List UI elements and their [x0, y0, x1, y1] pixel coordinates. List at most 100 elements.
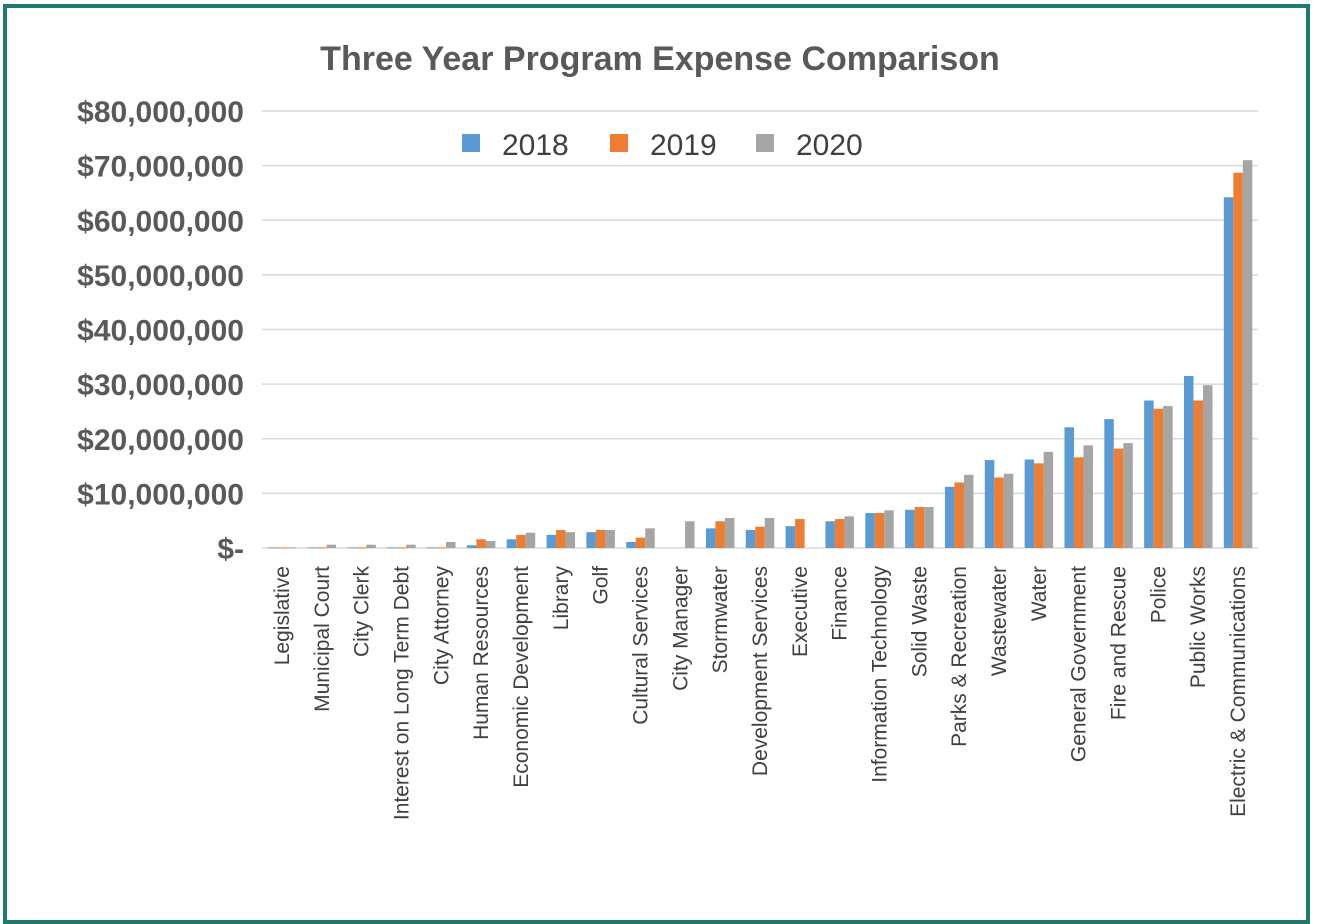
bar-2018	[347, 547, 357, 549]
bar-2019	[715, 521, 725, 548]
legend: 2018 2019 2020	[462, 129, 863, 162]
bar-2020	[1083, 445, 1093, 548]
legend-label: 2019	[650, 129, 717, 162]
bar-2020	[406, 544, 416, 548]
bar-2020	[605, 529, 615, 548]
x-tick-label: City Attorney	[430, 566, 453, 686]
bar-2018	[785, 526, 796, 548]
x-tick-label: Information Technology	[869, 566, 892, 783]
bar-2018	[825, 521, 835, 548]
bar-2020	[525, 532, 536, 548]
bar-2019	[755, 526, 765, 548]
bar-2020	[963, 474, 974, 548]
bar-2019	[396, 547, 407, 549]
bar-2019	[994, 477, 1004, 548]
bar-2018	[1104, 419, 1114, 548]
bar-2020	[446, 541, 456, 548]
bar-2019	[556, 529, 566, 548]
bar-2019	[635, 537, 646, 548]
x-tick-label: Library	[550, 566, 573, 631]
bar-2020	[286, 547, 297, 549]
x-tick-label: Stormwater	[709, 566, 732, 673]
bar-2020	[685, 521, 695, 548]
bar-2019	[595, 529, 606, 548]
y-tick-label: $70,000,000	[77, 151, 244, 184]
legend-swatch-2019	[610, 134, 628, 152]
x-tick-label: Water	[1028, 566, 1051, 621]
x-tick-label: Solid Waste	[908, 566, 931, 677]
bar-2020	[1242, 160, 1253, 548]
bar-2018	[387, 547, 397, 549]
y-tick-label: $30,000,000	[77, 369, 244, 402]
x-tick-label: Wastewater	[988, 566, 1011, 676]
x-tick-label: Development Services	[749, 566, 772, 776]
bar-2018	[427, 547, 437, 549]
bar-2019	[317, 547, 327, 549]
bar-2020	[844, 516, 854, 548]
x-tick-label: Human Resources	[470, 566, 493, 740]
bar-2018	[1223, 197, 1234, 548]
bar-2019	[1073, 457, 1084, 548]
bar-2019	[1193, 400, 1203, 548]
bar-2019	[1153, 408, 1164, 548]
bar-2019	[795, 519, 805, 548]
bar-2018	[745, 529, 756, 548]
bar-2018	[267, 547, 278, 549]
y-tick-label: $40,000,000	[77, 315, 244, 348]
bar-2019	[1113, 448, 1124, 548]
bar-2019	[874, 513, 885, 548]
legend-swatch-2018	[462, 134, 480, 152]
x-tick-label: Economic Development	[510, 566, 533, 788]
bar-2020	[366, 544, 376, 548]
bar-2020	[326, 544, 337, 548]
bar-2018	[466, 545, 477, 548]
bar-2019	[436, 547, 447, 549]
bar-2020	[565, 532, 576, 548]
y-tick-label: $20,000,000	[77, 424, 244, 457]
x-tick-label: Electric & Communications	[1227, 566, 1250, 817]
x-tick-label: Cultural Services	[629, 566, 652, 725]
x-tick-label: City Clerk	[351, 566, 374, 658]
bar-2019	[834, 519, 845, 548]
y-tick-label: $60,000,000	[77, 205, 244, 238]
x-tick-label: Golf	[590, 566, 613, 605]
bar-2020	[645, 528, 655, 548]
y-tick-label: $80,000,000	[77, 96, 244, 129]
bar-2018	[1144, 400, 1154, 548]
bar-2019	[1233, 172, 1243, 548]
x-tick-label: Police	[1147, 566, 1170, 623]
bars	[267, 160, 1253, 549]
bar-2018	[586, 532, 596, 548]
x-tick-label: Municipal Court	[311, 566, 334, 712]
x-tick-label: Interest on Long Term Debt	[390, 566, 413, 820]
x-tick-label: Fire and Rescue	[1108, 566, 1131, 720]
x-tick-label: Legislative	[271, 566, 294, 665]
bar-2020	[1003, 473, 1014, 548]
bar-2018	[865, 513, 875, 548]
x-tick-label: Parks & Recreation	[948, 566, 971, 747]
bar-2019	[914, 507, 925, 548]
bar-2018	[307, 547, 318, 549]
bar-2020	[1163, 405, 1173, 548]
x-axis-tick-labels: Legislative Municipal Court City Clerk Inte…	[271, 566, 1250, 821]
y-tick-label: $10,000,000	[77, 478, 244, 511]
bar-2019	[516, 534, 526, 548]
bar-2018	[905, 509, 915, 548]
bar-2018	[1024, 459, 1035, 548]
bar-2020	[1043, 451, 1054, 548]
bar-2019	[954, 482, 964, 548]
bar-2018	[546, 534, 557, 548]
bar-2020	[764, 517, 775, 548]
bar-2018	[944, 486, 955, 548]
legend-swatch-2020	[756, 134, 774, 152]
chart-title: Three Year Program Expense Comparison	[320, 40, 1000, 78]
bar-2020	[724, 517, 735, 548]
legend-label: 2018	[502, 129, 569, 162]
bar-2019	[356, 547, 367, 549]
bar-2020	[1123, 443, 1133, 548]
bar-2020	[485, 540, 496, 548]
x-tick-label: General Government	[1068, 566, 1091, 762]
bar-2018	[626, 541, 636, 548]
bar-2019	[1034, 463, 1044, 548]
